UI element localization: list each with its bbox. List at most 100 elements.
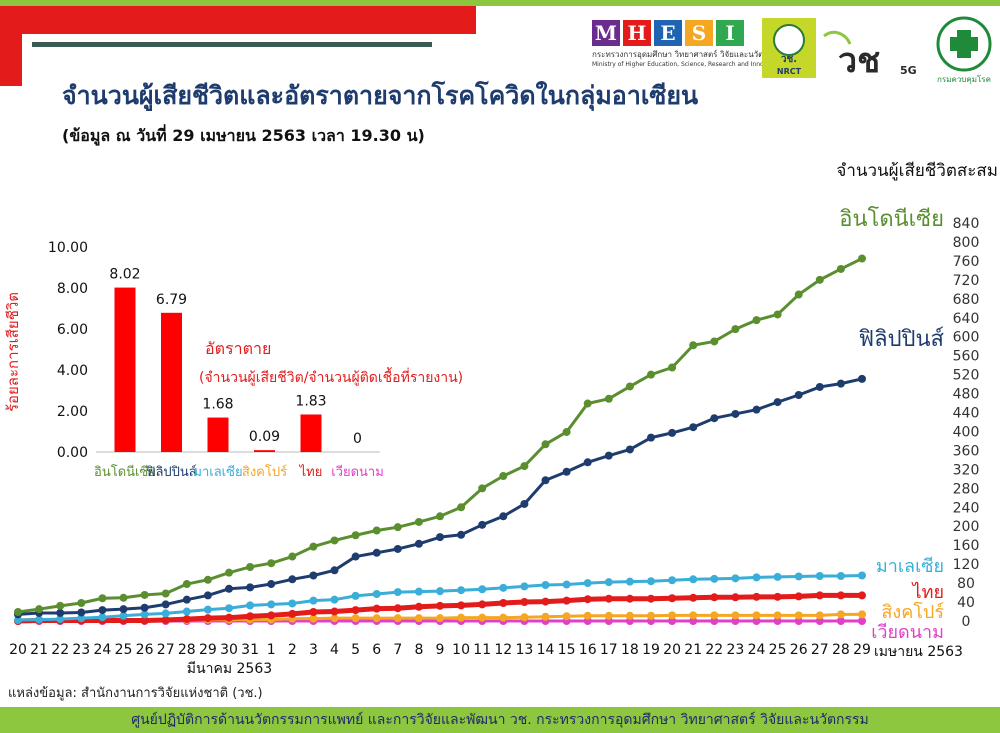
data-point (794, 592, 803, 601)
data-point (436, 587, 444, 596)
y-tick-label: 360 (953, 443, 980, 459)
data-point (119, 605, 128, 614)
x-tick-label: 9 (436, 642, 445, 658)
data-point (647, 577, 655, 586)
bar-value-label: 6.79 (156, 292, 187, 308)
vc-swoosh-icon (823, 30, 852, 45)
data-point (372, 604, 381, 613)
data-point (562, 427, 571, 436)
data-point (35, 615, 44, 624)
bar-value-label: 1.68 (202, 397, 233, 413)
data-point (246, 601, 255, 610)
series-end-label: เวียดนาม (871, 622, 944, 643)
data-point (288, 599, 297, 608)
vc-logo-text: วช (838, 41, 880, 81)
data-point (225, 613, 233, 622)
data-point (288, 609, 297, 618)
vc-5g-label: 5G (900, 64, 917, 77)
y-tick-label: 760 (953, 254, 980, 270)
top-border (0, 0, 1000, 6)
mhesi-letter-i: I (716, 20, 744, 46)
bar-chart-title: อัตราตาย (205, 339, 271, 358)
data-point (794, 390, 803, 399)
x-tick-label: 2 (288, 642, 297, 658)
data-point (309, 607, 318, 616)
data-point (393, 523, 402, 532)
data-point (815, 611, 824, 620)
data-point (499, 613, 508, 622)
data-point (414, 614, 423, 623)
x-group-label-march: มีนาคม 2563 (187, 661, 272, 677)
bar-category-label: อินโดนีเซีย (94, 464, 156, 480)
x-tick-label: 13 (515, 642, 533, 658)
y-tick-label: 520 (953, 368, 980, 384)
y-tick-label: 800 (953, 235, 980, 251)
x-tick-label: 5 (351, 642, 360, 658)
data-point (140, 603, 149, 612)
x-tick-label: 11 (473, 642, 491, 658)
data-point (731, 593, 740, 602)
data-point (773, 617, 782, 625)
data-point (583, 458, 592, 467)
x-tick-label: 25 (769, 642, 787, 658)
data-point (351, 614, 360, 623)
bar-value-label: 1.83 (295, 393, 326, 409)
x-tick-label: 18 (621, 642, 639, 658)
data-point (246, 562, 255, 571)
data-point (710, 337, 719, 346)
series-end-label: ฟิลิปปินส์ (859, 327, 945, 352)
bar-y-tick-label: 2.00 (57, 404, 88, 420)
data-point (583, 579, 592, 588)
data-point (858, 591, 866, 600)
data-point (182, 607, 191, 616)
data-point (773, 572, 782, 581)
data-point (710, 414, 719, 423)
data-point (393, 544, 402, 553)
data-point (499, 583, 508, 592)
data-point (541, 612, 550, 621)
y-tick-label: 120 (953, 557, 980, 573)
data-point (710, 611, 719, 620)
data-point (794, 290, 803, 299)
y-tick-label: 200 (953, 519, 980, 535)
data-point (309, 571, 318, 580)
x-tick-label: 31 (241, 642, 259, 658)
data-point (140, 616, 149, 625)
data-point (625, 611, 634, 620)
x-tick-label: 7 (393, 642, 402, 658)
data-point (436, 614, 444, 623)
y-tick-label: 280 (953, 481, 980, 497)
x-tick-label: 20 (9, 642, 27, 658)
x-group-label-april: เมษายน 2563 (874, 644, 963, 660)
data-point (773, 398, 782, 407)
data-point (414, 587, 423, 596)
y-tick-label: 840 (953, 216, 980, 232)
data-point (604, 451, 613, 460)
nrct-top-label: วช. (781, 54, 797, 65)
data-point (815, 382, 824, 391)
x-tick-label: 21 (684, 642, 702, 658)
nrct-bottom-label: NRCT (777, 67, 802, 76)
data-point (858, 617, 866, 625)
y-tick-label: 440 (953, 406, 980, 422)
data-point (858, 374, 866, 383)
bar-value-label: 8.02 (109, 267, 140, 283)
data-point (161, 616, 170, 625)
x-tick-label: 27 (811, 642, 829, 658)
y-tick-label: 680 (953, 292, 980, 308)
data-point (604, 594, 613, 603)
data-point (541, 597, 550, 606)
page-title: จำนวนผู้เสียชีวิตและอัตราตายจากโรคโควิดใ… (62, 81, 699, 110)
x-tick-label: 28 (178, 642, 196, 658)
y-tick-label: 160 (953, 538, 980, 554)
x-tick-label: 28 (832, 642, 850, 658)
data-point (794, 572, 803, 581)
data-point (836, 264, 845, 273)
data-point (794, 617, 803, 625)
bar-value-label: 0 (353, 431, 362, 447)
rate-bar (161, 312, 182, 452)
bar-category-label: ไทย (299, 464, 323, 480)
page-subtitle: (ข้อมูล ณ วันที่ 29 เมษายน 2563 เวลา 19.… (62, 126, 425, 145)
